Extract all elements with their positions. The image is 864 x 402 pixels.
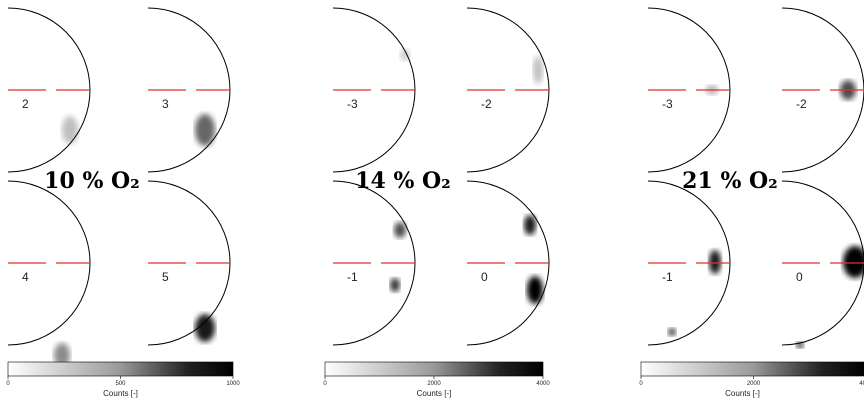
colorbar-tick-label: 4000 <box>859 381 864 387</box>
colorbar-tick-label: 500 <box>115 381 126 387</box>
colorbar-tick-label: 0 <box>6 381 10 387</box>
image-label: 5 <box>162 270 169 284</box>
image-label: -1 <box>347 270 358 284</box>
colorbar-label: Counts [-] <box>103 389 138 398</box>
image-panel: 4 <box>7 180 91 367</box>
image-panel: -2 <box>781 7 864 173</box>
image-panel: -1 <box>332 180 416 346</box>
image-panel: -3 <box>647 7 731 173</box>
image-panel: 3 <box>147 7 231 173</box>
image-panel: -1 <box>647 180 731 346</box>
colorbar <box>324 361 544 377</box>
signal-blob <box>709 250 721 274</box>
signal-blob <box>54 343 70 367</box>
image-panel: -3 <box>332 7 416 173</box>
signal-blob <box>390 278 400 292</box>
signal-blob <box>843 246 864 278</box>
image-label: 3 <box>162 97 169 111</box>
image-label: -2 <box>796 97 807 111</box>
colorbar-tick-label: 0 <box>323 381 327 387</box>
image-panel: 0 <box>781 180 864 348</box>
signal-blob <box>400 49 410 61</box>
image-label: -3 <box>662 97 673 111</box>
signal-blob <box>533 56 543 84</box>
signal-blob <box>527 276 543 304</box>
signal-blob <box>195 114 215 146</box>
colorbar-tick-label: 4000 <box>536 381 550 387</box>
colorbar <box>640 361 864 377</box>
image-panel: 0 <box>466 180 550 346</box>
image-label: -1 <box>662 270 673 284</box>
colorbar-tick-label: 2000 <box>427 381 441 387</box>
panel-title: 10 % O₂ <box>44 168 140 194</box>
image-panel: -2 <box>466 7 550 173</box>
image-label: -3 <box>347 97 358 111</box>
image-label: 2 <box>22 97 29 111</box>
colorbar-tick-label: 2000 <box>747 381 761 387</box>
colorbar-tick-label: 1000 <box>226 381 240 387</box>
image-label: 4 <box>22 270 29 284</box>
signal-blob <box>394 222 406 238</box>
colorbar-tick-label: 0 <box>639 381 643 387</box>
signal-blob <box>668 328 676 336</box>
panel-title: 14 % O₂ <box>355 168 451 194</box>
image-label: 0 <box>796 270 803 284</box>
panel-title: 21 % O₂ <box>682 168 778 194</box>
colorbar-label: Counts [-] <box>417 389 452 398</box>
signal-blob <box>195 314 215 342</box>
image-panel: 2 <box>7 7 91 173</box>
colorbar-label: Counts [-] <box>725 389 760 398</box>
image-label: -2 <box>481 97 492 111</box>
image-panel: 5 <box>147 180 231 346</box>
signal-blob <box>524 215 536 235</box>
signal-blob <box>62 116 78 144</box>
image-label: 0 <box>481 270 488 284</box>
colorbar <box>7 361 234 377</box>
